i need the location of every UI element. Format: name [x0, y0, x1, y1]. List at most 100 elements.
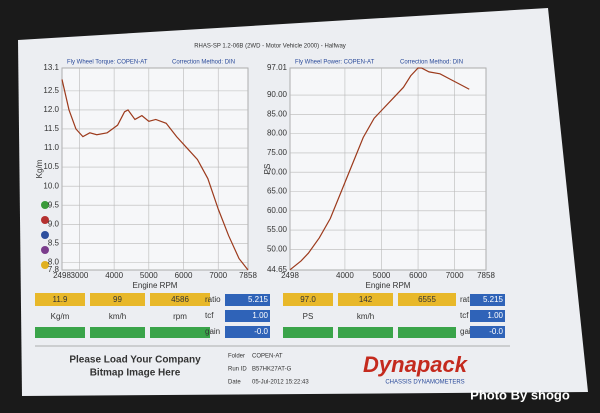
readout-box	[398, 327, 456, 338]
readout-box	[338, 293, 393, 306]
readout-unit: km/h	[109, 312, 126, 321]
readout-value: 97.0	[300, 295, 316, 304]
y-tick-label: 11.5	[44, 124, 60, 133]
readout-box	[150, 293, 210, 306]
legend-dot	[41, 201, 49, 209]
field-value: 05-Jul-2012 15:22:43	[252, 380, 309, 386]
x-tick-label: 3000	[71, 271, 89, 280]
y-tick-label: 11.0	[44, 143, 60, 152]
x-tick-label: 2498	[281, 271, 299, 280]
plot-area	[289, 67, 487, 271]
param-label: tcf	[205, 311, 214, 320]
x-tick-label: 7858	[239, 271, 257, 280]
y-tick-label: 75.00	[267, 148, 288, 157]
y-tick-label: 10.5	[43, 162, 59, 171]
param-label: gain	[205, 327, 220, 336]
readout-value: 6555	[418, 295, 436, 304]
header: RHAS-SP 1.2-06B (2WD - Motor Vehicle 200…	[194, 44, 346, 50]
y-axis-label: PS	[263, 164, 272, 175]
x-tick-label: 7000	[446, 271, 464, 280]
readout-value: 142	[359, 295, 373, 304]
y-tick-label: 12.0	[43, 105, 59, 114]
legend-dot	[41, 246, 49, 254]
readout-value: 11.9	[53, 295, 69, 304]
param-label: ratio	[205, 295, 221, 304]
readout-value: 99	[113, 295, 122, 304]
x-tick-label: 7858	[477, 271, 495, 280]
readout-box	[35, 327, 85, 338]
chart-title: Fly Wheel Power: COPEN-AT	[295, 60, 375, 66]
line	[289, 67, 470, 271]
chart-subtitle: Correction Method: DIN	[400, 60, 463, 66]
x-axis-label: Engine RPM	[133, 281, 178, 290]
readout-box	[90, 327, 145, 338]
y-tick-label: 8.5	[48, 238, 60, 247]
brand: Dynapack	[363, 352, 469, 377]
x-tick-label: 2498	[53, 271, 71, 280]
param-box	[225, 326, 270, 338]
field-value: COPEN-AT	[252, 354, 283, 360]
readout-box	[283, 293, 333, 306]
x-tick-label: 6000	[409, 271, 427, 280]
y-tick-label: 9.5	[48, 200, 60, 209]
param-label: gain	[460, 327, 475, 336]
chart-title: Fly Wheel Torque: COPEN-AT	[67, 60, 148, 66]
field-label: Date	[228, 380, 241, 386]
plot-area	[61, 67, 249, 271]
readout-unit: rpm	[173, 312, 187, 321]
y-tick-label: 85.00	[267, 109, 288, 118]
x-tick-label: 5000	[373, 271, 391, 280]
y-axis-label: Kg/m	[35, 159, 44, 178]
watermark: Photo By shogo	[470, 387, 570, 402]
param-value: 5.215	[483, 295, 504, 304]
param-value: 5.215	[248, 295, 269, 304]
param-box	[470, 310, 505, 322]
x-tick-label: 7000	[209, 271, 227, 280]
legend-dot	[41, 261, 49, 269]
x-tick-label: 4000	[336, 271, 354, 280]
readout-value: 4586	[171, 295, 189, 304]
x-tick-label: 4000	[105, 271, 123, 280]
field-value: B57HK27AT-G	[252, 367, 292, 373]
readout-box	[90, 293, 145, 306]
readout-box	[283, 327, 333, 338]
y-tick-label: 50.00	[267, 244, 288, 253]
y-tick-label: 10.0	[43, 181, 59, 190]
param-box	[225, 294, 270, 306]
y-tick-label: 60.00	[267, 206, 288, 215]
param-box	[470, 294, 505, 306]
y-tick-label: 44.65	[267, 265, 288, 274]
param-value: 1.00	[487, 311, 503, 320]
param-label: ratio	[460, 295, 476, 304]
param-value: 1.00	[252, 311, 268, 320]
y-tick-label: 97.01	[267, 63, 288, 72]
param-value: -0.0	[489, 327, 503, 336]
param-value: -0.0	[254, 327, 268, 336]
x-axis-label: Engine RPM	[366, 281, 411, 290]
param-box	[225, 310, 270, 322]
readout-unit: km/h	[357, 312, 374, 321]
readout-box	[338, 327, 393, 338]
y-tick-label: 55.00	[267, 225, 288, 234]
x-tick-label: 5000	[140, 271, 158, 280]
field-label: Run ID	[228, 367, 247, 373]
readout-box	[398, 293, 456, 306]
y-tick-label: 12.5	[43, 86, 59, 95]
y-tick-label: 70.00	[267, 167, 288, 176]
y-tick-label: 9.0	[48, 219, 60, 228]
logo-note: Please Load Your Company	[69, 355, 201, 366]
line	[61, 79, 249, 271]
brand-sub: CHASSIS DYNAMOMETERS	[385, 380, 464, 386]
readout-box	[35, 293, 85, 306]
y-tick-label: 80.00	[267, 129, 288, 138]
y-tick-label: 13.1	[43, 63, 59, 72]
param-box	[470, 326, 505, 338]
y-tick-label: 65.00	[267, 187, 288, 196]
readout-unit: Kg/m	[51, 312, 70, 321]
y-tick-label: 8.0	[48, 257, 60, 266]
readout-unit: PS	[303, 312, 314, 321]
x-tick-label: 6000	[175, 271, 193, 280]
y-tick-label: 7.8	[48, 265, 60, 274]
